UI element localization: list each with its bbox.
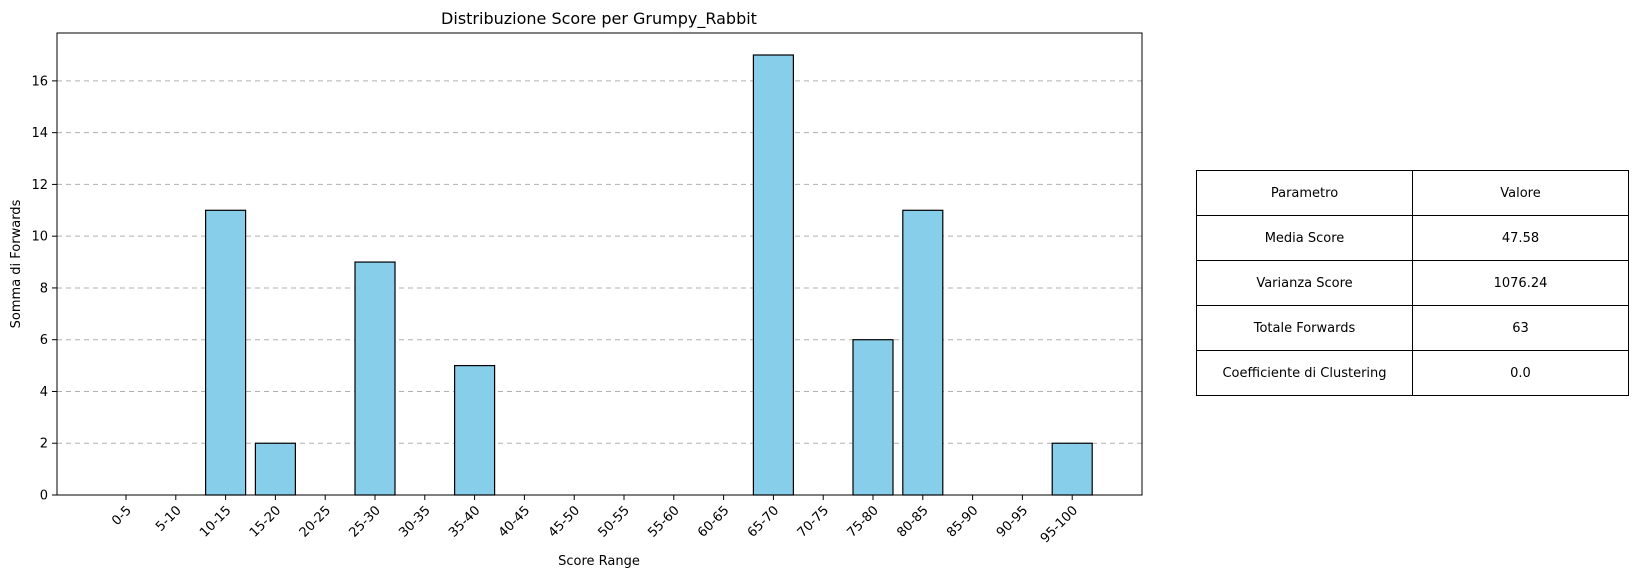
x-tick-label: 0-5 — [109, 503, 135, 529]
y-tick-label: 14 — [31, 126, 48, 141]
table-row: Totale Forwards 63 — [1196, 305, 1629, 351]
table-cell-value: 1076.24 — [1412, 260, 1629, 306]
y-tick-label: 8 — [40, 281, 48, 296]
x-tick-label: 30-35 — [396, 503, 433, 540]
bar-65-70 — [752, 54, 795, 496]
x-tick-label: 25-30 — [347, 503, 384, 540]
x-axis-title: Score Range — [558, 554, 640, 569]
table-cell-parameter: Totale Forwards — [1196, 305, 1413, 351]
x-tick-label: 55-60 — [645, 503, 682, 540]
x-axis-ticks: 0-5 5-10 10-15 15-20 20-25 25-30 30-35 35-40 40-… — [109, 495, 1081, 546]
x-tick-label: 60-65 — [695, 503, 732, 540]
x-tick-label: 45-50 — [546, 503, 583, 540]
table-row: Varianza Score 1076.24 — [1196, 260, 1629, 306]
x-tick-label: 65-70 — [745, 503, 782, 540]
x-tick-label: 5-10 — [153, 503, 184, 534]
x-tick-label: 40-45 — [496, 503, 533, 540]
x-tick-label: 10-15 — [197, 503, 234, 540]
y-tick-label: 2 — [40, 437, 48, 452]
bar-95-100 — [1051, 442, 1093, 496]
table-cell-value: 47.58 — [1412, 215, 1629, 261]
x-tick-label: 90-95 — [994, 503, 1031, 540]
x-tick-label: 35-40 — [446, 503, 483, 540]
x-tick-label: 85-90 — [944, 503, 981, 540]
y-tick-label: 0 — [40, 489, 48, 504]
bar-15-20 — [254, 442, 296, 496]
x-tick-label: 70-75 — [795, 503, 832, 540]
table-row: Coefficiente di Clustering 0.0 — [1196, 350, 1629, 396]
y-tick-label: 16 — [31, 74, 48, 89]
y-tick-label: 6 — [40, 333, 48, 348]
plot-frame — [56, 32, 1143, 496]
bar-25-30 — [354, 261, 396, 496]
table-cell-parameter: Media Score — [1196, 215, 1413, 261]
y-tick-label: 10 — [31, 230, 48, 245]
y-axis-title: Somma di Forwards — [9, 199, 24, 328]
bar-chart: Distribuzione Score per Grumpy_Rabbit 0 2… — [9, 9, 1143, 569]
x-tick-label: 75-80 — [845, 503, 882, 540]
stats-table: Parametro Valore Media Score 47.58 Varianza … — [1196, 170, 1629, 396]
table-cell-parameter: Varianza Score — [1196, 260, 1413, 306]
x-tick-label: 80-85 — [894, 503, 931, 540]
x-tick-label: 15-20 — [247, 503, 284, 540]
x-tick-label: 95-100 — [1038, 503, 1081, 546]
bar-35-40 — [454, 364, 496, 496]
table-cell-value: Valore — [1412, 170, 1629, 216]
y-tick-label: 4 — [40, 385, 48, 400]
bar-75-80 — [852, 339, 894, 496]
x-tick-label: 20-25 — [297, 503, 334, 540]
table-cell-value: 63 — [1412, 305, 1629, 351]
bar-10-15 — [205, 209, 247, 496]
table-cell-value: 0.0 — [1412, 350, 1629, 396]
y-axis-ticks: 0 2 4 6 8 10 12 14 16 — [31, 74, 57, 504]
table-row: Media Score 47.58 — [1196, 215, 1629, 261]
x-tick-label: 50-55 — [596, 503, 633, 540]
chart-title: Distribuzione Score per Grumpy_Rabbit — [441, 9, 757, 29]
table-cell-parameter: Coefficiente di Clustering — [1196, 350, 1413, 396]
bars — [205, 54, 1093, 496]
table-cell-parameter: Parametro — [1196, 170, 1413, 216]
bar-80-85 — [902, 209, 944, 496]
table-header-row: Parametro Valore — [1196, 170, 1629, 216]
y-tick-label: 12 — [31, 178, 48, 193]
